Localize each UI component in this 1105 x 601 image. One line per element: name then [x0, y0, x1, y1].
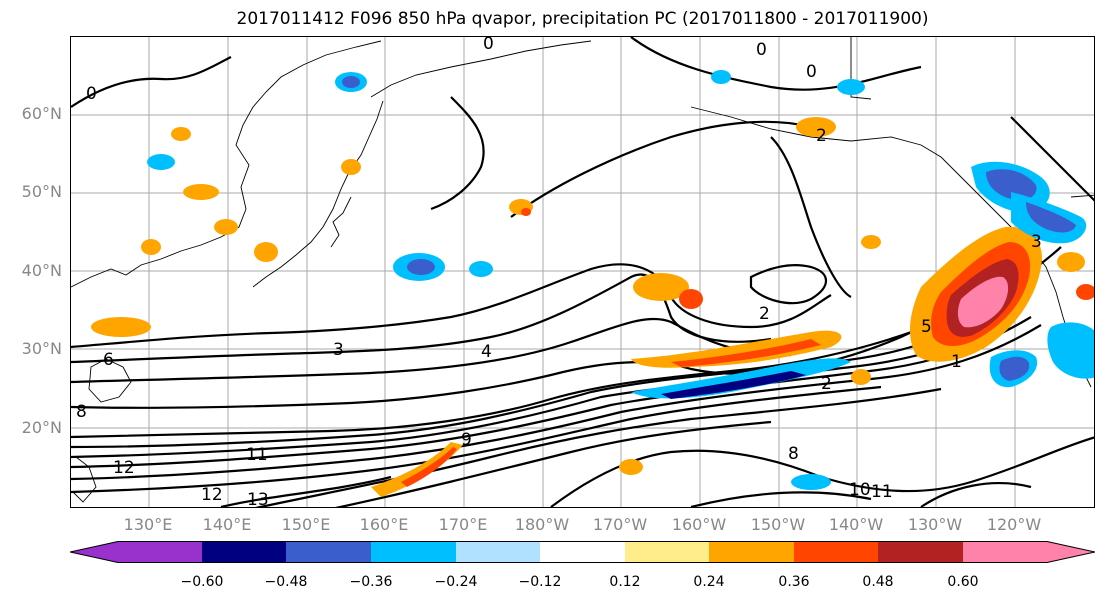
colorbar-tick-label: 0.12	[609, 574, 641, 590]
contour-label: 11	[871, 482, 893, 502]
contour-label: 6	[103, 350, 114, 370]
lon-label: 150°W	[750, 515, 806, 534]
lon-label: 160°W	[671, 515, 727, 534]
lon-label: 160°E	[359, 515, 409, 534]
contour-label: 1	[951, 352, 962, 372]
contour-label: 3	[333, 340, 344, 360]
contour-label: 4	[481, 342, 492, 362]
colorbar-segment	[794, 541, 878, 563]
lon-label: 120°W	[986, 515, 1042, 534]
colorbar-segment	[540, 541, 625, 563]
lat-label-60n: 60°N	[21, 104, 62, 123]
colorbar-segment	[878, 541, 963, 563]
contour-label: 8	[788, 444, 799, 464]
qvapor-contours	[71, 37, 1094, 507]
map-panel: 0 0 0 0 2 2 2 3 3 4 5 6 8 8 9 10 11 11 1…	[70, 36, 1095, 508]
contour-label: 2	[816, 126, 827, 146]
colorbar-segment	[70, 541, 202, 563]
colorbar-segment	[625, 541, 709, 563]
lon-label: 140°E	[202, 515, 252, 534]
colorbar-tick-label: 0.36	[778, 574, 810, 590]
contour-label: 0	[483, 37, 494, 54]
lon-label: 180°W	[514, 515, 570, 534]
figure-title: 2017011412 F096 850 hPa qvapor, precipit…	[236, 9, 929, 29]
colorbar-tick-label: −0.60	[180, 574, 224, 590]
lon-label: 130°E	[123, 515, 173, 534]
lat-label-50n: 50°N	[21, 182, 62, 201]
contour-label: 2	[821, 374, 832, 394]
colorbar-tick-label: 0.24	[693, 574, 725, 590]
contour-label: 0	[756, 40, 767, 60]
colorbar-segment	[371, 541, 456, 563]
contour-label: 0	[86, 84, 97, 104]
colorbar-segment	[202, 541, 286, 563]
contour-label: 3	[1031, 232, 1042, 252]
contour-label: 12	[113, 458, 135, 478]
lat-label-20n: 20°N	[21, 418, 62, 437]
contour-label: 13	[247, 490, 269, 508]
lon-label: 130°W	[907, 515, 963, 534]
colorbar	[70, 541, 1095, 563]
graticule	[71, 37, 1094, 507]
map-canvas: 0 0 0 0 2 2 2 3 3 4 5 6 8 8 9 10 11 11 1…	[71, 37, 1094, 508]
colorbar-segment	[709, 541, 794, 563]
colorbar-tick-label: 0.60	[947, 574, 979, 590]
colorbar-tick-label: −0.12	[518, 574, 562, 590]
lon-label: 140°W	[828, 515, 884, 534]
colorbar-tick-label: −0.48	[264, 574, 308, 590]
contour-label: 0	[806, 62, 817, 82]
colorbar-tick-label: 0.48	[862, 574, 894, 590]
colorbar-outline	[70, 541, 1095, 563]
colorbar-segment	[286, 541, 371, 563]
contour-label: 11	[246, 445, 268, 465]
lon-label: 150°E	[281, 515, 331, 534]
lat-label-40n: 40°N	[21, 261, 62, 280]
colorbar-tick-label: −0.36	[349, 574, 393, 590]
contour-label: 9	[461, 430, 472, 450]
contour-label: 5	[921, 317, 932, 337]
lon-label: 170°E	[438, 515, 488, 534]
colorbar-segment	[456, 541, 540, 563]
contour-label: 12	[201, 485, 223, 505]
contour-label-group: 0 0 0 0 2 2 2 3 3 4 5 6 8 8 9 10 11 11 1…	[76, 37, 1042, 508]
colorbar-segment	[963, 541, 1095, 563]
contour-label: 8	[76, 402, 87, 422]
contour-label: 2	[759, 304, 770, 324]
colorbar-tick-label: −0.24	[434, 574, 478, 590]
precip-shading	[91, 70, 1094, 497]
lon-label: 170°W	[592, 515, 648, 534]
contour-label: 10	[849, 480, 871, 500]
lat-label-30n: 30°N	[21, 339, 62, 358]
